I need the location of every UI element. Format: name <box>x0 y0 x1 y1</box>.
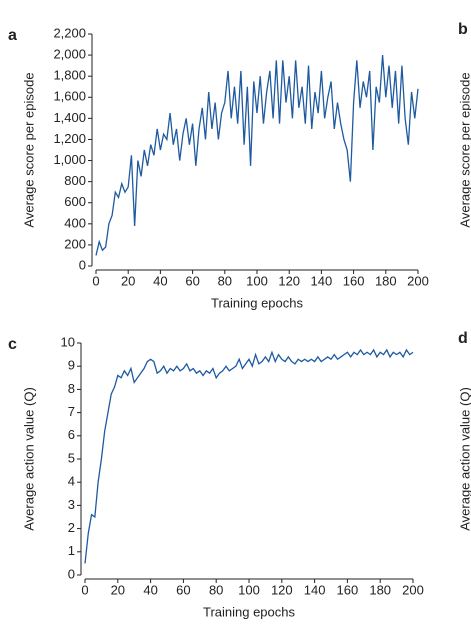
x-tick-label: 0 <box>81 582 88 597</box>
x-tick-label: 0 <box>92 273 99 288</box>
y-tick-label: 10 <box>61 334 75 349</box>
x-tick-label: 40 <box>153 273 167 288</box>
x-tick-label: 200 <box>402 582 424 597</box>
data-line <box>95 55 419 256</box>
y-tick-label: 1,200 <box>53 131 86 146</box>
y-tick-label: 800 <box>64 173 86 188</box>
y-tick-label: 4 <box>68 474 75 489</box>
x-tick-label: 20 <box>121 273 135 288</box>
x-tick-label: 80 <box>209 582 223 597</box>
data-line <box>84 348 414 564</box>
y-tick-label: 200 <box>64 236 86 251</box>
y-tick-label: 6 <box>68 427 75 442</box>
y-tick-label: 2,200 <box>53 25 86 40</box>
y-tick-label: 1,800 <box>53 68 86 83</box>
panel-label: d <box>458 330 468 347</box>
x-tick-label: 100 <box>246 273 268 288</box>
panel-label: b <box>458 21 468 38</box>
y-tick-label: 7 <box>68 404 75 419</box>
y-tick-label: 600 <box>64 194 86 209</box>
y-tick-label: 2 <box>68 520 75 535</box>
x-tick-label: 20 <box>111 582 125 597</box>
y-tick-label: 1,400 <box>53 110 86 125</box>
x-tick-label: 180 <box>375 273 397 288</box>
x-tick-label: 40 <box>143 582 157 597</box>
x-tick-label: 100 <box>238 582 260 597</box>
y-tick-label: 1,600 <box>53 89 86 104</box>
x-tick-label: 160 <box>343 273 365 288</box>
y-axis-label: Average score per episode <box>457 72 471 227</box>
x-tick-label: 140 <box>311 273 333 288</box>
y-tick-label: 1,000 <box>53 152 86 167</box>
x-axis-label: Training epochs <box>211 295 304 310</box>
y-tick-label: 1 <box>68 543 75 558</box>
x-tick-label: 60 <box>176 582 190 597</box>
y-tick-label: 9 <box>68 358 75 373</box>
y-tick-label: 3 <box>68 497 75 512</box>
x-tick-label: 120 <box>271 582 293 597</box>
y-axis-label: Average score per episode <box>21 72 36 227</box>
x-tick-label: 80 <box>218 273 232 288</box>
x-tick-label: 180 <box>369 582 391 597</box>
y-tick-label: 400 <box>64 215 86 230</box>
x-tick-label: 160 <box>337 582 359 597</box>
y-axis-label: Average action value (Q) <box>457 387 471 531</box>
x-tick-label: 60 <box>185 273 199 288</box>
x-tick-label: 140 <box>304 582 326 597</box>
y-tick-label: 0 <box>68 566 75 581</box>
y-tick-label: 5 <box>68 450 75 465</box>
y-axis-label: Average action value (Q) <box>21 387 36 531</box>
panel-label: c <box>8 336 17 353</box>
y-tick-label: 2,000 <box>53 47 86 62</box>
x-tick-label: 120 <box>278 273 300 288</box>
panel-label: a <box>8 27 17 44</box>
y-tick-label: 0 <box>79 257 86 272</box>
x-tick-label: 200 <box>407 273 429 288</box>
y-tick-label: 8 <box>68 381 75 396</box>
x-axis-label: Training epochs <box>203 604 296 619</box>
